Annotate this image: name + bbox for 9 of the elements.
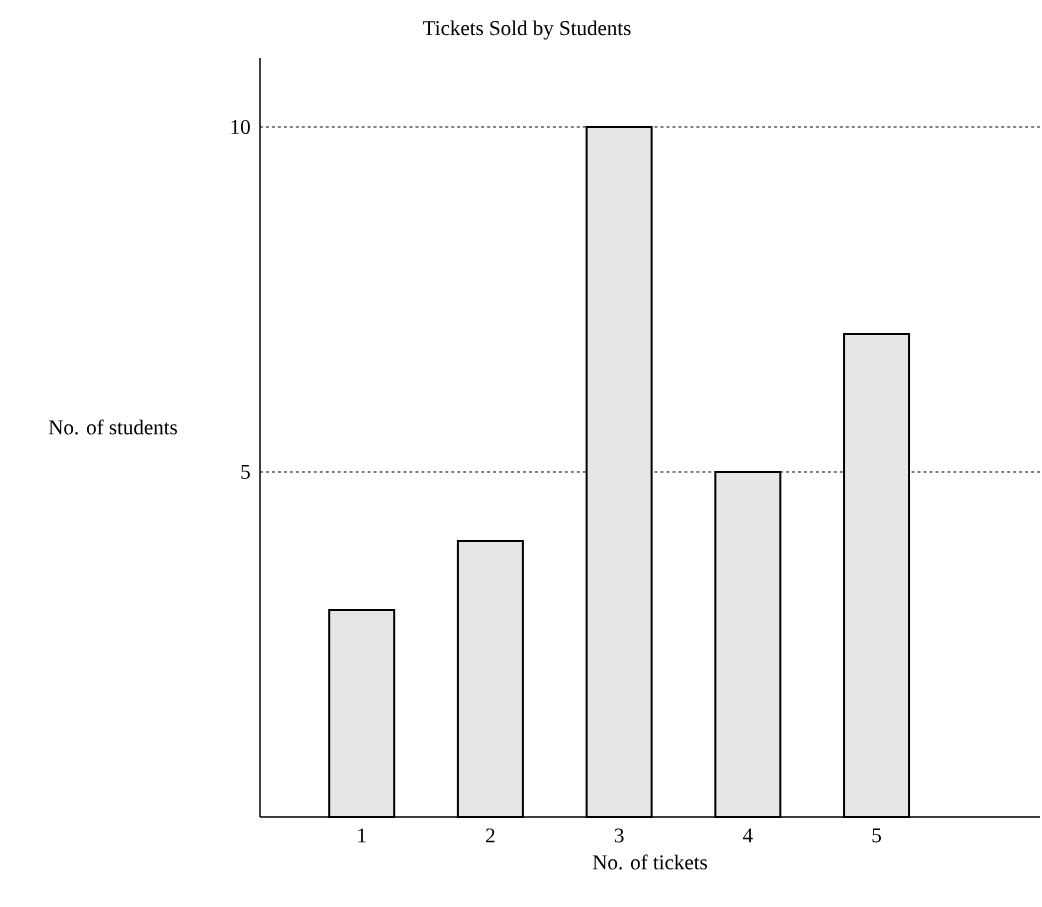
x-tick-label: 5 bbox=[872, 828, 881, 843]
x-tick-label: 4 bbox=[742, 828, 753, 843]
x-tick-label: 1 bbox=[358, 828, 366, 843]
x-tick-label: 3 bbox=[614, 828, 624, 843]
y-tick-label: 10 bbox=[231, 119, 250, 135]
chart-title: Tickets Sold by Students bbox=[423, 20, 631, 40]
x-tick-label: 2 bbox=[486, 828, 495, 843]
x-axis-title: No. of tickets bbox=[592, 854, 707, 870]
y-axis-title: No. of students bbox=[48, 419, 177, 435]
